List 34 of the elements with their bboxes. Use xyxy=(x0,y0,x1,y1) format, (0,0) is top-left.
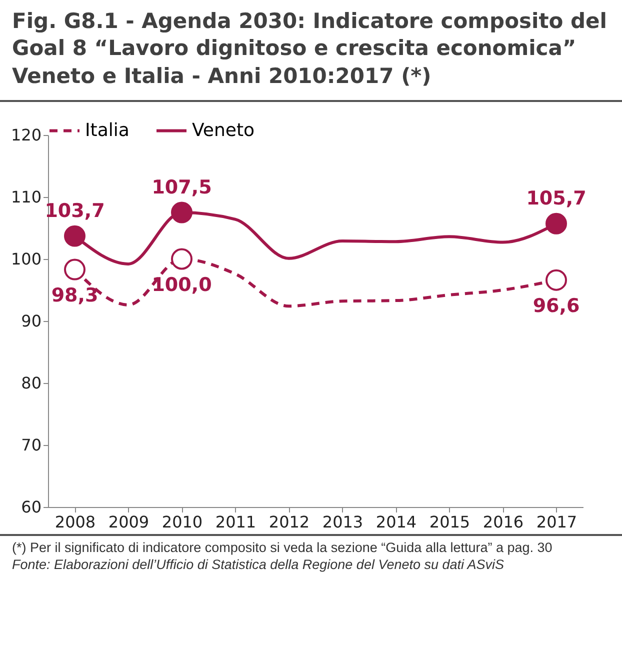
point xyxy=(171,248,192,270)
data-label: 105,7 xyxy=(526,188,586,210)
y-tick-label: 120 xyxy=(10,125,42,144)
point xyxy=(64,258,86,280)
y-tick-label: 110 xyxy=(10,187,42,206)
point xyxy=(546,269,567,291)
source-note: Fonte: Elaborazioni dell’Ufficio di Statistica della Regione del Veneto su dati ASviS xyxy=(12,556,506,572)
x-tick-label: 2012 xyxy=(268,512,310,532)
data-label: 100,0 xyxy=(152,274,212,296)
x-tick-label: 2017 xyxy=(536,512,578,532)
point xyxy=(64,225,86,247)
x-tick-label: 2016 xyxy=(482,512,524,532)
y-tick-label: 70 xyxy=(21,435,42,454)
text: (*) Per il significato di indicatore composito si veda la sezione “Guida alla lettura” a pag. 30 xyxy=(12,540,554,555)
x-tick-label: 2014 xyxy=(376,512,417,532)
legend-label: Italia xyxy=(85,120,130,141)
y-tick-label: 60 xyxy=(21,497,42,516)
x-tick-label: 2010 xyxy=(162,512,203,532)
x-tick-label: 2011 xyxy=(215,512,256,532)
chart-title: Fig. G8.1 - Agenda 2030: Indicatore composito del Goal 8 “Lavoro dignitoso e crescita economica” Veneto e Italia - Anni 2010:2017 (*) xyxy=(0,0,622,102)
point xyxy=(171,202,192,224)
data-label: 103,7 xyxy=(44,200,105,222)
x-tick-label: 2009 xyxy=(108,512,150,532)
data-label: 107,5 xyxy=(152,176,212,198)
x-tick-label: 2008 xyxy=(54,512,96,532)
point xyxy=(546,212,567,234)
data-label: 98,3 xyxy=(51,284,98,306)
x-tick-label: 2015 xyxy=(429,512,470,532)
y-tick-label: 100 xyxy=(10,249,42,268)
y-tick-label: 90 xyxy=(21,311,42,330)
legend-label: Veneto xyxy=(192,120,255,141)
x-tick-label: 2013 xyxy=(322,512,364,532)
y-tick-label: 80 xyxy=(21,373,42,392)
data-label: 96,6 xyxy=(532,294,580,317)
